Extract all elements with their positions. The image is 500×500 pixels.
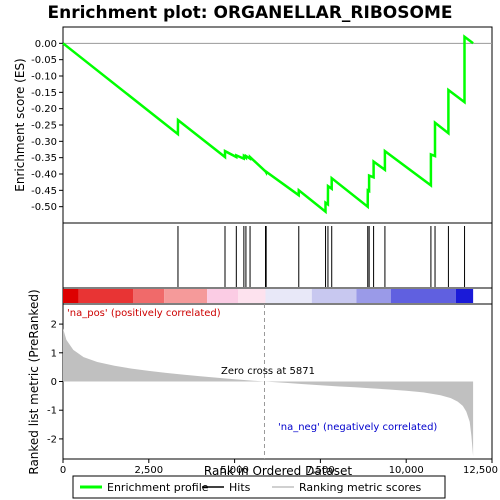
heat-bar bbox=[63, 289, 474, 303]
metric-y-axis: 2 1 0 -1 -2 bbox=[47, 320, 63, 445]
pos-label: 'na_pos' (positively correlated) bbox=[67, 308, 221, 319]
hits-group bbox=[177, 226, 466, 287]
metric-y-tick-label: -1 bbox=[47, 406, 57, 417]
legend-label: Enrichment profile bbox=[107, 481, 209, 494]
metric-y-tick-label: -2 bbox=[47, 434, 57, 445]
heat-segment bbox=[311, 289, 357, 303]
x-tick-label: 10,000 bbox=[389, 465, 424, 476]
legend-label: Hits bbox=[229, 481, 251, 494]
heat-segment bbox=[207, 289, 239, 303]
x-tick-label: 12,500 bbox=[463, 465, 498, 476]
es-y-axis: 0.00 -0.05 -0.10 -0.15 -0.20 -0.25 -0.30 -0.35 -… bbox=[31, 39, 63, 213]
metric-y-tick-label: 0 bbox=[51, 377, 57, 388]
zero-cross-label: Zero cross at 5871 bbox=[221, 366, 315, 377]
heat-segment bbox=[164, 289, 208, 303]
hits-panel bbox=[62, 222, 493, 289]
es-y-tick-label: 0.00 bbox=[35, 39, 57, 50]
es-panel bbox=[62, 26, 493, 224]
x-tick-label: 7,500 bbox=[306, 465, 335, 476]
es-y-tick-label: -0.40 bbox=[31, 170, 57, 181]
es-axis-title: Enrichment score (ES) bbox=[13, 58, 27, 191]
metric-axis-title: Ranked list metric (PreRanked) bbox=[27, 289, 41, 474]
legend: Enrichment profile Hits Ranking metric sco… bbox=[80, 481, 421, 494]
heat-segment bbox=[455, 289, 474, 303]
es-y-tick-label: -0.45 bbox=[31, 186, 57, 197]
x-tick-label: 2,500 bbox=[134, 465, 163, 476]
heat-segment bbox=[133, 289, 165, 303]
es-y-tick-label: -0.25 bbox=[31, 121, 57, 132]
es-y-tick-label: -0.35 bbox=[31, 153, 57, 164]
es-y-tick-label: -0.50 bbox=[31, 202, 57, 213]
x-tick-label: 0 bbox=[60, 465, 66, 476]
es-y-tick-label: -0.20 bbox=[31, 104, 57, 115]
heat-segment bbox=[390, 289, 456, 303]
x-tick-label: 5,000 bbox=[220, 465, 249, 476]
heat-segment bbox=[78, 289, 134, 303]
metric-y-tick-label: 2 bbox=[51, 320, 57, 331]
neg-label: 'na_neg' (negatively correlated) bbox=[278, 422, 437, 433]
x-axis-title: Rank in Ordered Dataset bbox=[204, 464, 352, 478]
legend-box bbox=[72, 475, 446, 499]
heat-segment bbox=[63, 289, 79, 303]
metric-y-tick-label: 1 bbox=[51, 348, 57, 359]
heat-segment bbox=[238, 289, 266, 303]
enrichment-profile-line bbox=[62, 34, 474, 215]
es-y-tick-label: -0.05 bbox=[31, 55, 57, 66]
chart-title: Enrichment plot: ORGANELLAR_RIBOSOME bbox=[48, 3, 453, 23]
legend-label: Ranking metric scores bbox=[299, 481, 421, 494]
heat-segment bbox=[356, 289, 391, 303]
x-axis: 0 2,500 5,000 7,500 10,000 12,500 bbox=[60, 459, 498, 476]
es-y-tick-label: -0.10 bbox=[31, 72, 57, 83]
heat-segment bbox=[265, 289, 312, 303]
es-y-tick-label: -0.30 bbox=[31, 137, 57, 148]
es-y-tick-label: -0.15 bbox=[31, 88, 57, 99]
